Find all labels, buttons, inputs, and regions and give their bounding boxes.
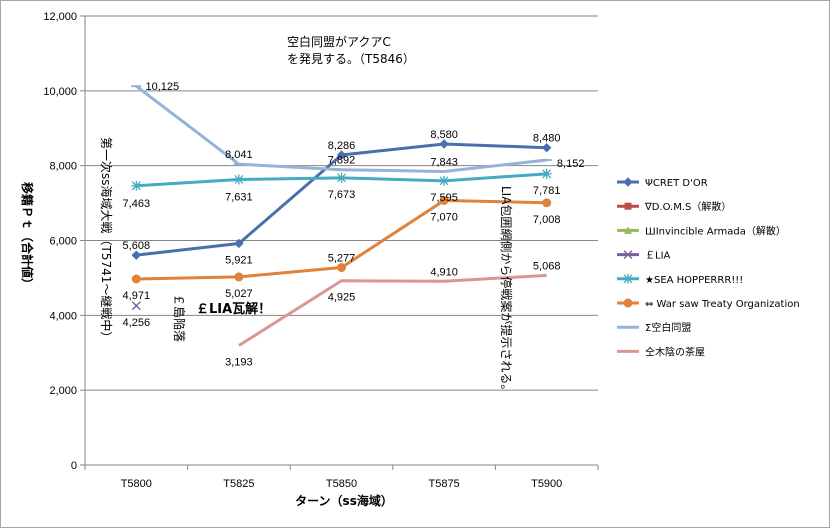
data-point xyxy=(439,139,449,149)
data-point xyxy=(234,238,244,249)
legend-label: ★SEA HOPPERRR!!! xyxy=(645,275,743,286)
legend-entry: ★SEA HOPPERRR!!! xyxy=(617,273,743,286)
legend-entry: ШInvincible Armada（解散） xyxy=(617,224,786,237)
y-tick-labels: 0 2,000 4,000 6,000 8,000 10,000 12,000 xyxy=(43,11,77,472)
legend-marker xyxy=(623,250,633,260)
legend-entry: 仝木陰の茶屋 xyxy=(617,345,705,358)
data-point xyxy=(439,195,449,205)
x-tick-label: T5900 xyxy=(531,478,562,490)
data-point xyxy=(541,142,552,153)
data-label: 5,921 xyxy=(225,254,253,266)
data-point xyxy=(541,168,552,179)
data-point xyxy=(131,301,141,311)
legend-entry: ￡LIA xyxy=(617,250,671,262)
legend-label: Σ空白同盟 xyxy=(645,321,691,334)
annotation-aqua-line2: を発見する。（T5846） xyxy=(287,52,415,66)
y-tick-label: 8,000 xyxy=(49,161,77,173)
data-label: 4,925 xyxy=(328,292,356,304)
data-point xyxy=(337,263,346,273)
data-label: 5,608 xyxy=(123,240,151,252)
data-label: 4,256 xyxy=(123,317,151,329)
legend-marker xyxy=(623,298,633,308)
data-label: 7,595 xyxy=(430,192,458,204)
data-point xyxy=(131,274,141,284)
legend: ΨCRET D'OR ∇D.O.M.S（解散） ШInvincible Armada… xyxy=(617,177,800,358)
data-label: 5,027 xyxy=(225,288,253,300)
series-line xyxy=(238,273,547,347)
legend-entry: Σ空白同盟 xyxy=(617,321,691,334)
data-label: 3,193 xyxy=(225,357,253,369)
y-tick-label: 0 xyxy=(71,460,77,472)
x-axis-title: ターン（ss海域） xyxy=(295,493,393,508)
data-label: 8,580 xyxy=(430,129,458,141)
annotation-lia-collapse: ￡LIA瓦解！ xyxy=(196,301,271,317)
legend-entry: ∇D.O.M.S（解散） xyxy=(617,200,731,213)
data-label: 7,008 xyxy=(533,214,561,226)
data-point xyxy=(336,150,347,160)
legend-label: ∇D.O.M.S（解散） xyxy=(644,200,731,213)
x-tick-label: T5825 xyxy=(223,478,254,490)
y-tick-label: 6,000 xyxy=(49,236,77,248)
legend-label: ΨCRET D'OR xyxy=(645,178,708,189)
data-point xyxy=(131,180,142,191)
legend-marker xyxy=(623,177,633,187)
data-label: 7,781 xyxy=(533,185,561,197)
data-label: 7,843 xyxy=(430,157,458,169)
data-label: 7,631 xyxy=(225,191,253,203)
series-5 xyxy=(131,195,552,284)
legend-marker xyxy=(623,273,633,284)
legend-label: ⇔ War saw Treaty Organization xyxy=(645,299,800,310)
data-labels: 5,608 5,921 8,286 8,580 8,480 4,256 7,463 7,631… xyxy=(123,81,585,368)
data-label: 7,673 xyxy=(328,189,356,201)
data-label: 5,277 xyxy=(328,253,356,265)
data-label: 5,068 xyxy=(533,260,561,272)
legend-label: 仝木陰の茶屋 xyxy=(645,345,705,358)
x-tick-labels: T5800 T5825 T5850 T5875 T5900 xyxy=(121,478,563,490)
legend-entry: ΨCRET D'OR xyxy=(617,177,708,189)
x-tick-label: T5850 xyxy=(326,478,357,490)
gridlines xyxy=(85,15,598,391)
series-3 xyxy=(131,301,141,311)
legend-label: ШInvincible Armada（解散） xyxy=(645,224,786,237)
axes xyxy=(80,15,599,470)
data-label: 7,892 xyxy=(328,155,356,167)
legend-entry: ⇔ War saw Treaty Organization xyxy=(617,298,800,310)
series-group xyxy=(131,84,552,347)
annotation-island: ￡島陥落 xyxy=(172,294,187,342)
data-label: 4,971 xyxy=(123,290,151,302)
series-4 xyxy=(131,168,552,191)
y-tick-label: 2,000 xyxy=(49,385,77,397)
y-tick-label: 10,000 xyxy=(43,86,77,98)
annotation-war: 第一次ss海域大戦（T5741～継戦中） xyxy=(99,137,114,343)
annotation-aqua-line1: 空白同盟がアクアC xyxy=(287,34,391,49)
y-tick-label: 12,000 xyxy=(43,11,77,23)
legend-marker xyxy=(624,202,632,210)
series-6 xyxy=(131,84,552,174)
series-7 xyxy=(238,273,547,347)
data-label: 10,125 xyxy=(145,81,179,93)
data-point xyxy=(336,172,347,183)
data-label: 8,286 xyxy=(328,140,356,152)
data-label: 8,152 xyxy=(557,158,585,170)
x-tick-label: T5875 xyxy=(428,478,459,490)
y-tick-label: 4,000 xyxy=(49,310,77,322)
y-axis-title: 移籍Ｐｔ（合計値） xyxy=(20,182,35,290)
data-label: 8,041 xyxy=(225,149,253,161)
data-point xyxy=(131,250,142,260)
legend-label: ￡LIA xyxy=(645,251,671,262)
legend-marker xyxy=(624,226,632,234)
data-label: 7,463 xyxy=(123,198,151,210)
data-label: 4,910 xyxy=(430,266,458,278)
x-tick-label: T5800 xyxy=(121,478,152,490)
data-point xyxy=(439,175,450,186)
data-point xyxy=(233,174,244,185)
data-label: 7,070 xyxy=(430,211,458,223)
data-label: 8,480 xyxy=(533,133,561,145)
data-point xyxy=(542,198,552,208)
series-0 xyxy=(131,139,552,260)
data-point xyxy=(234,272,244,282)
annotation-ceasefire: LIA包囲網側から停戦案が提示される。 xyxy=(499,186,514,396)
